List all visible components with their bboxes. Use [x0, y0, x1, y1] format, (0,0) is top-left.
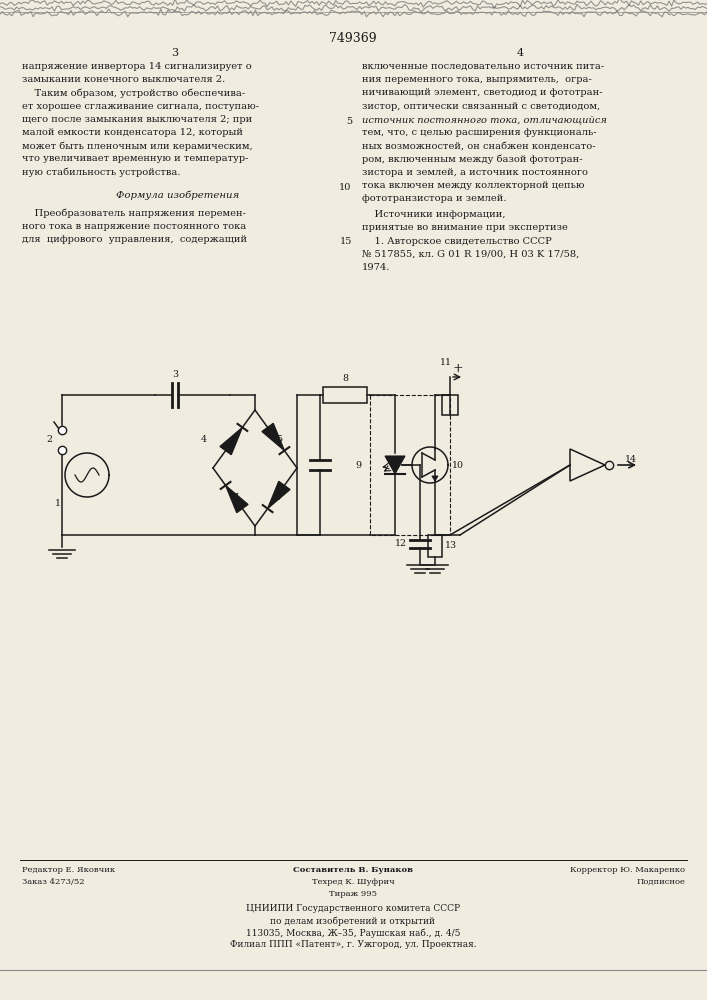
Text: Составитель В. Бунаков: Составитель В. Бунаков [293, 866, 413, 874]
Text: тем, что, с целью расширения функциональ-: тем, что, с целью расширения функциональ… [362, 128, 597, 137]
Text: щего после замыкания выключателя 2; при: щего после замыкания выключателя 2; при [22, 115, 252, 124]
Text: 1: 1 [55, 499, 61, 508]
Text: Тираж 995: Тираж 995 [329, 890, 377, 898]
Text: Подписное: Подписное [636, 878, 685, 886]
Bar [428, 535, 442, 557]
Text: 12: 12 [395, 540, 407, 548]
Polygon shape [226, 485, 248, 513]
Bar [323, 387, 367, 403]
Text: 6: 6 [274, 492, 280, 502]
Polygon shape [262, 423, 284, 451]
Text: 4: 4 [201, 434, 207, 444]
Text: 4: 4 [516, 48, 524, 58]
Text: ных возможностей, он снабжен конденсато-: ных возможностей, он снабжен конденсато- [362, 141, 595, 150]
Text: 113035, Москва, Ж–35, Раушская наб., д. 4/5: 113035, Москва, Ж–35, Раушская наб., д. … [246, 928, 460, 938]
Text: 5: 5 [346, 117, 352, 126]
Text: 1974.: 1974. [362, 263, 390, 272]
Text: 2: 2 [46, 436, 52, 444]
Text: 10: 10 [339, 183, 351, 192]
Bar [370, 395, 450, 535]
Text: Источники информации,: Источники информации, [362, 210, 506, 219]
Text: 14: 14 [625, 456, 637, 464]
Text: 3: 3 [171, 48, 179, 58]
Text: для  цифрового  управления,  содержащий: для цифрового управления, содержащий [22, 235, 247, 244]
Text: Корректор Ю. Макаренко: Корректор Ю. Макаренко [570, 866, 685, 874]
Text: ния переменного тока, выпрямитель,  огра-: ния переменного тока, выпрямитель, огра- [362, 75, 592, 84]
Text: ничивающий элемент, светодиод и фототран-: ничивающий элемент, светодиод и фототран… [362, 88, 602, 97]
Polygon shape [268, 481, 290, 509]
Text: 749369: 749369 [329, 32, 377, 45]
Text: ЦНИИПИ Государственного комитета СССР: ЦНИИПИ Государственного комитета СССР [246, 904, 460, 913]
Text: 5: 5 [276, 434, 282, 444]
Text: может быть пленочным или керамическим,: может быть пленочным или керамическим, [22, 141, 252, 151]
Text: по делам изобретений и открытий: по делам изобретений и открытий [271, 916, 436, 926]
Text: 8: 8 [342, 374, 348, 383]
Text: 1. Авторское свидетельство СССР: 1. Авторское свидетельство СССР [362, 237, 551, 246]
Text: зистор, оптически связанный с светодиодом,: зистор, оптически связанный с светодиодо… [362, 102, 600, 111]
Text: Преобразователь напряжения перемен-: Преобразователь напряжения перемен- [22, 209, 246, 218]
Text: 7: 7 [232, 492, 238, 502]
Text: 10: 10 [452, 460, 464, 470]
Text: тока включен между коллекторной цепью: тока включен между коллекторной цепью [362, 181, 585, 190]
Text: ного тока в напряжение постоянного тока: ного тока в напряжение постоянного тока [22, 222, 246, 231]
Text: Техред К. Шуфрич: Техред К. Шуфрич [312, 878, 395, 886]
Text: источник постоянного тока, отличающийся: источник постоянного тока, отличающийся [362, 115, 607, 124]
Text: фототранзистора и землей.: фототранзистора и землей. [362, 194, 506, 203]
Text: напряжение инвертора 14 сигнализирует о: напряжение инвертора 14 сигнализирует о [22, 62, 252, 71]
Text: 13: 13 [445, 542, 457, 550]
Polygon shape [385, 456, 405, 474]
Text: № 517855, кл. G 01 R 19/00, H 03 K 17/58,: № 517855, кл. G 01 R 19/00, H 03 K 17/58… [362, 250, 579, 259]
Text: Заказ 4273/52: Заказ 4273/52 [22, 878, 85, 886]
Text: зистора и землей, а источник постоянного: зистора и землей, а источник постоянного [362, 168, 588, 177]
Text: 15: 15 [339, 237, 352, 246]
Polygon shape [220, 427, 243, 455]
Text: ную стабильность устройства.: ную стабильность устройства. [22, 168, 180, 177]
Text: ет хорошее сглаживание сигнала, поступаю-: ет хорошее сглаживание сигнала, поступаю… [22, 102, 259, 111]
Text: +: + [453, 362, 464, 375]
Text: Филиал ППП «Патент», г. Ужгород, ул. Проектная.: Филиал ППП «Патент», г. Ужгород, ул. Про… [230, 940, 477, 949]
Text: Формула изобретения: Формула изобретения [117, 191, 240, 200]
Text: малой емкости конденсатора 12, который: малой емкости конденсатора 12, который [22, 128, 243, 137]
Text: Таким образом, устройство обеспечива-: Таким образом, устройство обеспечива- [22, 88, 245, 98]
Text: включенные последовательно источник пита-: включенные последовательно источник пита… [362, 62, 604, 71]
Text: что увеличивает временную и температур-: что увеличивает временную и температур- [22, 154, 248, 163]
Bar [442, 395, 458, 415]
Text: 9: 9 [356, 460, 362, 470]
Text: принятые во внимание при экспертизе: принятые во внимание при экспертизе [362, 223, 568, 232]
Polygon shape [432, 476, 438, 481]
Text: Редактор Е. Яковчик: Редактор Е. Яковчик [22, 866, 115, 874]
Text: ром, включенным между базой фототран-: ром, включенным между базой фототран- [362, 154, 583, 164]
Text: замыкании конечного выключателя 2.: замыкании конечного выключателя 2. [22, 75, 226, 84]
Text: 3: 3 [172, 370, 178, 379]
Text: 11: 11 [440, 358, 452, 367]
